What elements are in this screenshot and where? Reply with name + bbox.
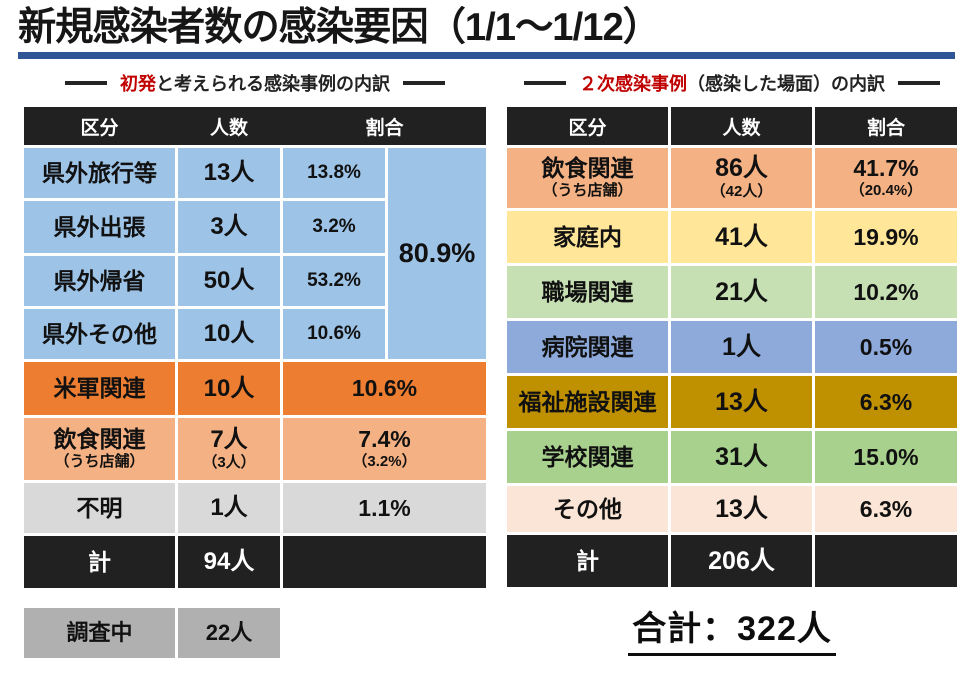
count-sub: （42人） bbox=[710, 183, 773, 201]
header-ratio: 割合 bbox=[815, 107, 957, 145]
ratio-main: 41.7% bbox=[853, 155, 919, 182]
count-cell: 31人 bbox=[671, 431, 812, 483]
primary-cases-table: 区分 人数 割合 県外旅行等 13人 13.8% 80.9% 県外出張 3人 3… bbox=[24, 107, 486, 588]
ratio-cell: 10.6% bbox=[283, 309, 385, 359]
category-cell: 県外旅行等 bbox=[24, 148, 175, 198]
total-count-cell: 206人 bbox=[671, 535, 812, 587]
ratio-cell: 7.4% （3.2%） bbox=[283, 418, 486, 480]
ratio-sub: （20.4%） bbox=[849, 182, 923, 200]
category-cell: 米軍関連 bbox=[24, 362, 175, 415]
category-cell: 県外帰省 bbox=[24, 256, 175, 306]
secondary-cases-heading-text: ２次感染事例（感染した場面）の内訳 bbox=[579, 70, 885, 96]
category-main: 飲食関連 bbox=[541, 155, 634, 182]
header-count: 人数 bbox=[209, 117, 248, 139]
category-cell: 職場関連 bbox=[507, 266, 668, 318]
ratio-cell: 53.2% bbox=[283, 256, 385, 306]
count-main: 7人 bbox=[210, 425, 248, 453]
title-underline bbox=[18, 52, 955, 59]
count-cell: 41人 bbox=[671, 211, 812, 263]
category-cell: 飲食関連 （うち店舗） bbox=[507, 148, 668, 208]
category-cell: 病院関連 bbox=[507, 321, 668, 373]
ratio-cell: 41.7% （20.4%） bbox=[815, 148, 957, 208]
category-sub: （うち店舗） bbox=[54, 453, 145, 471]
primary-cases-heading-text: 初発と考えられる感染事例の内訳 bbox=[120, 70, 390, 96]
ratio-cell: 3.2% bbox=[283, 201, 385, 253]
ratio-cell: 15.0% bbox=[815, 431, 957, 483]
secondary-cases-heading-red: ２次感染事例 bbox=[579, 74, 687, 94]
category-cell: 福祉施設関連 bbox=[507, 376, 668, 428]
header-ratio: 割合 bbox=[365, 117, 404, 139]
secondary-cases-heading: ２次感染事例（感染した場面）の内訳 bbox=[507, 70, 957, 96]
ratio-cell: 6.3% bbox=[815, 376, 957, 428]
secondary-cases-heading-rest: （感染した場面）の内訳 bbox=[687, 74, 885, 94]
primary-cases-heading: 初発と考えられる感染事例の内訳 bbox=[24, 70, 486, 96]
ratio-cell: 0.5% bbox=[815, 321, 957, 373]
investigating-label-cell: 調査中 bbox=[24, 608, 175, 658]
category-cell: 学校関連 bbox=[507, 431, 668, 483]
total-empty-cell bbox=[815, 535, 957, 587]
header-count: 人数 bbox=[671, 107, 812, 145]
investigating-row: 調査中 22人 bbox=[24, 608, 280, 658]
grand-total: 合計：322人 bbox=[507, 601, 957, 656]
primary-cases-heading-rest: と考えられる感染事例の内訳 bbox=[156, 74, 390, 94]
ratio-sub: （3.2%） bbox=[352, 453, 417, 471]
category-cell: 家庭内 bbox=[507, 211, 668, 263]
header-category: 区分 bbox=[507, 107, 668, 145]
count-cell: 13人 bbox=[671, 486, 812, 532]
investigating-count-cell: 22人 bbox=[178, 608, 280, 658]
grand-total-text: 合計：322人 bbox=[628, 601, 836, 656]
header-category: 区分 bbox=[80, 117, 119, 139]
ratio-cell: 1.1% bbox=[283, 483, 486, 533]
total-label-cell: 計 bbox=[507, 535, 668, 587]
category-cell: 不明 bbox=[24, 483, 175, 533]
heading-dash-icon bbox=[524, 81, 566, 85]
ratio-cell: 13.8% bbox=[283, 148, 385, 198]
total-count-cell: 94人 bbox=[178, 536, 280, 588]
count-cell: 1人 bbox=[671, 321, 812, 373]
count-cell: 50人 bbox=[178, 256, 280, 306]
ratio-cell: 19.9% bbox=[815, 211, 957, 263]
category-cell: 県外出張 bbox=[24, 201, 175, 253]
secondary-cases-table: 区分 人数 割合 飲食関連 （うち店舗） 86人 （42人） 41.7% （20… bbox=[507, 107, 957, 587]
category-sub: （うち店舗） bbox=[542, 182, 633, 200]
ratio-cell: 10.2% bbox=[815, 266, 957, 318]
merged-ratio-cell: 80.9% bbox=[388, 148, 486, 359]
category-cell: 県外その他 bbox=[24, 309, 175, 359]
count-cell: 86人 （42人） bbox=[671, 148, 812, 208]
table-header-row: 区分 人数 割合 bbox=[24, 107, 486, 145]
count-cell: 10人 bbox=[178, 362, 280, 415]
count-sub: （3人） bbox=[202, 453, 256, 471]
heading-dash-icon bbox=[403, 81, 445, 85]
ratio-cell: 10.6% bbox=[283, 362, 486, 415]
count-cell: 7人 （3人） bbox=[178, 418, 280, 480]
ratio-cell: 6.3% bbox=[815, 486, 957, 532]
count-main: 86人 bbox=[715, 154, 768, 183]
count-cell: 21人 bbox=[671, 266, 812, 318]
heading-dash-icon bbox=[898, 81, 940, 85]
heading-dash-icon bbox=[65, 81, 107, 85]
total-empty-cell bbox=[283, 536, 486, 588]
category-cell: その他 bbox=[507, 486, 668, 532]
count-cell: 10人 bbox=[178, 309, 280, 359]
count-cell: 1人 bbox=[178, 483, 280, 533]
page-title: 新規感染者数の感染要因（1/1～1/12） bbox=[18, 6, 661, 49]
category-cell: 飲食関連 （うち店舗） bbox=[24, 418, 175, 480]
count-cell: 13人 bbox=[178, 148, 280, 198]
count-cell: 3人 bbox=[178, 201, 280, 253]
category-main: 飲食関連 bbox=[53, 426, 146, 453]
total-label-cell: 計 bbox=[24, 536, 175, 588]
primary-cases-heading-red: 初発 bbox=[120, 74, 156, 94]
ratio-main: 7.4% bbox=[358, 426, 411, 453]
count-cell: 13人 bbox=[671, 376, 812, 428]
